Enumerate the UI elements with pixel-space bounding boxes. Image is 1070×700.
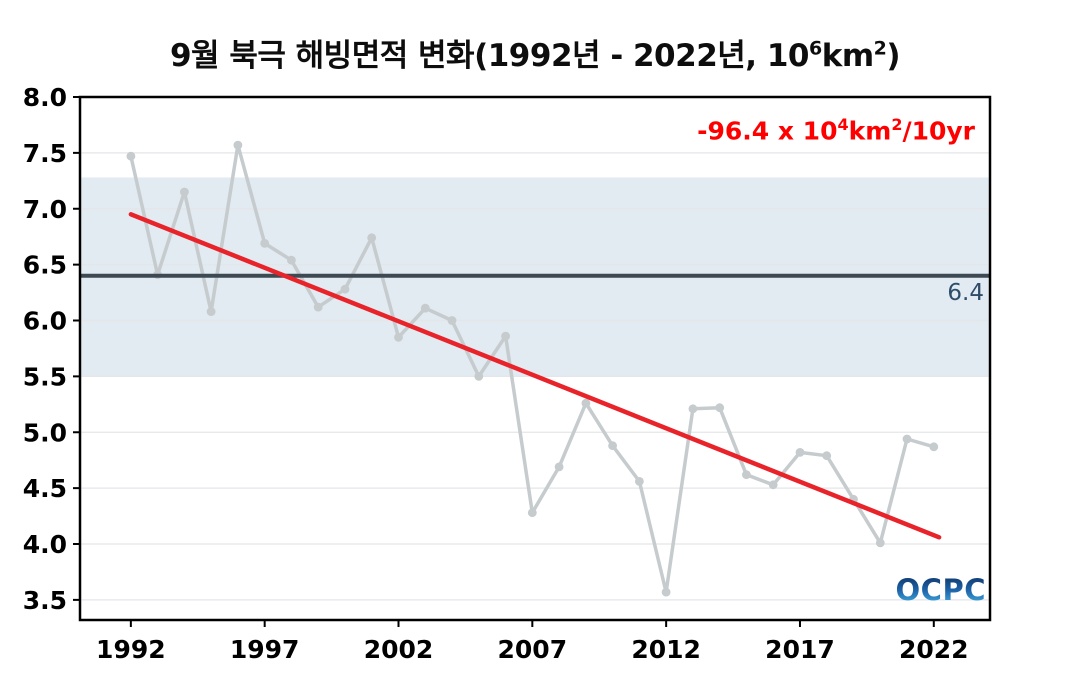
data-point bbox=[501, 331, 510, 341]
data-point bbox=[447, 316, 457, 325]
x-tick-label: 2007 bbox=[498, 635, 568, 664]
y-tick-label: 7.0 bbox=[23, 195, 67, 224]
data-point bbox=[340, 284, 350, 294]
y-tick-label: 3.5 bbox=[23, 586, 67, 615]
y-tick-label: 8.0 bbox=[23, 83, 67, 112]
data-point bbox=[313, 302, 323, 312]
plot-border bbox=[78, 95, 992, 622]
y-tick-label: 4.0 bbox=[23, 530, 67, 559]
chart-title-unit: km bbox=[821, 38, 874, 74]
data-point bbox=[474, 372, 484, 381]
mean-value-label: 6.4 bbox=[947, 280, 984, 306]
data-point bbox=[581, 398, 591, 408]
data-point bbox=[661, 587, 671, 597]
x-tick-label: 2017 bbox=[765, 635, 835, 664]
chart-title-text: 9월 북극 해빙면적 변화(1992년 - 2022년, 10 bbox=[169, 38, 810, 74]
data-point bbox=[715, 403, 725, 413]
data-point bbox=[635, 477, 644, 486]
data-point bbox=[287, 255, 296, 265]
chart-title-close: ) bbox=[886, 38, 901, 74]
chart-title: 9월 북극 해빙면적 변화(1992년 - 2022년, 106km2) bbox=[0, 30, 1070, 75]
trend-per-decade-text: /10yr bbox=[902, 116, 975, 146]
data-point bbox=[126, 151, 136, 161]
y-tick-label: 6.5 bbox=[23, 251, 67, 280]
ocpc-logo: OCPC bbox=[895, 573, 986, 607]
data-point bbox=[180, 187, 189, 197]
trend-superscript-squared: 2 bbox=[891, 115, 903, 134]
x-tick-label: 1997 bbox=[230, 635, 300, 664]
y-tick-label: 5.5 bbox=[23, 362, 67, 391]
title-superscript-exponent: 6 bbox=[809, 37, 822, 60]
data-point bbox=[206, 307, 216, 316]
title-superscript-squared: 2 bbox=[873, 37, 887, 60]
data-point bbox=[929, 442, 939, 452]
data-point bbox=[902, 434, 912, 444]
data-point bbox=[768, 480, 778, 490]
y-tick-label: 4.5 bbox=[23, 474, 67, 503]
y-tick-label: 7.5 bbox=[23, 139, 67, 168]
data-point bbox=[260, 239, 270, 248]
x-tick-label: 2012 bbox=[631, 635, 701, 664]
data-point bbox=[875, 538, 885, 548]
y-tick-label: 5.0 bbox=[23, 418, 67, 447]
x-tick-label: 2022 bbox=[899, 635, 969, 664]
trend-line bbox=[128, 212, 942, 540]
data-point bbox=[822, 451, 832, 461]
data-point bbox=[233, 140, 243, 150]
data-point bbox=[688, 404, 698, 414]
data-point bbox=[367, 233, 377, 243]
data-point bbox=[420, 303, 430, 313]
trend-annotation: -96.4 x 104km2/10yr bbox=[697, 115, 975, 146]
data-point bbox=[608, 441, 617, 451]
data-point bbox=[742, 470, 751, 480]
trend-rate-text: -96.4 x 10 bbox=[697, 116, 838, 146]
x-tick-label: 2002 bbox=[364, 635, 434, 664]
data-point bbox=[795, 448, 805, 457]
data-point bbox=[527, 508, 537, 518]
data-point bbox=[394, 332, 403, 342]
trend-superscript-exponent: 4 bbox=[837, 115, 849, 134]
data-point bbox=[554, 462, 564, 472]
y-tick-label: 6.0 bbox=[23, 307, 67, 336]
x-tick-label: 1992 bbox=[96, 635, 166, 664]
trend-unit-text: km bbox=[848, 116, 892, 146]
